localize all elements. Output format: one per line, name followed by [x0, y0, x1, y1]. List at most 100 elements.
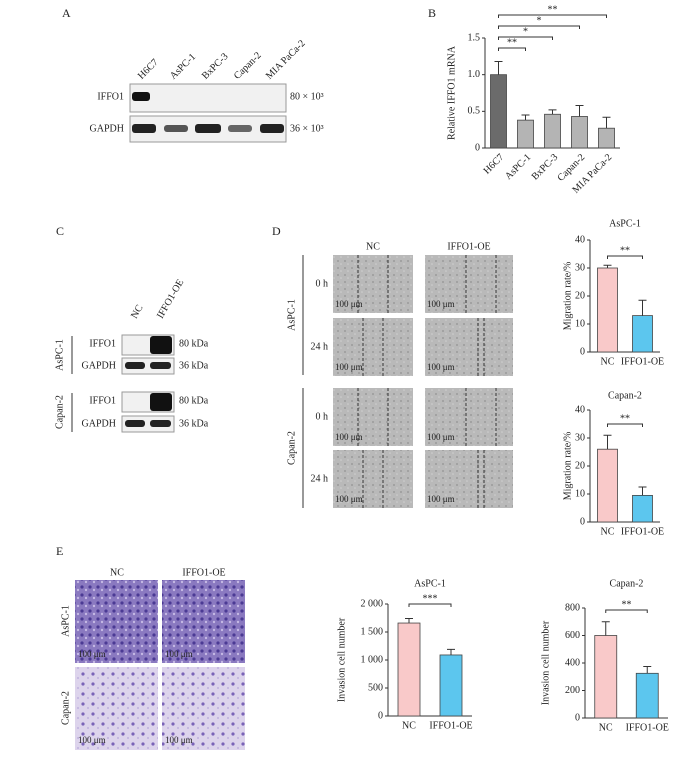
significance-bracket — [607, 423, 643, 427]
significance-label: ** — [622, 599, 632, 610]
time-label: 0 h — [316, 411, 329, 422]
micrograph — [425, 388, 513, 446]
row-label: IFFO1 — [89, 338, 116, 349]
y-tick-label: 0 — [475, 142, 480, 153]
row-label: IFFO1 — [97, 91, 124, 102]
y-tick-label: 10 — [575, 488, 585, 499]
significance-label: ** — [507, 37, 517, 48]
scale-label: 100 μm — [335, 432, 363, 442]
bar — [517, 119, 534, 149]
lane-label: IFFO1-OE — [155, 278, 186, 321]
error-bar — [638, 299, 647, 316]
significance-bracket — [498, 14, 607, 18]
blot-band — [132, 124, 156, 133]
lane-label: BxPC-3 — [200, 51, 231, 82]
scale-label: 100 μm — [335, 494, 363, 504]
x-tick-label: NC — [599, 722, 613, 733]
scale-label: 100 μm — [165, 649, 193, 659]
row-label: GAPDH — [82, 360, 116, 371]
bar — [597, 267, 618, 353]
row-label: GAPDH — [82, 418, 116, 429]
bar — [594, 635, 618, 719]
y-tick-label: 1.5 — [468, 32, 481, 43]
micrograph — [333, 450, 413, 508]
x-tick-label: IFFO1-OE — [621, 526, 664, 537]
scale-label: 100 μm — [335, 299, 363, 309]
size-label: 80 × 10³ — [290, 91, 324, 102]
panel-label: C — [56, 224, 64, 238]
significance-bracket — [498, 36, 553, 40]
blot-band — [125, 362, 145, 369]
micrograph — [75, 667, 158, 750]
error-bar — [602, 116, 611, 129]
bar — [439, 654, 463, 717]
size-label: 36 × 10³ — [290, 123, 324, 134]
x-tick-label: NC — [601, 526, 615, 537]
x-tick-label: IFFO1-OE — [429, 720, 472, 731]
lane-label: Capan-2 — [232, 50, 264, 82]
y-tick-label: 1 000 — [361, 654, 384, 665]
error-bar — [603, 434, 612, 450]
blot-band — [125, 420, 145, 427]
y-tick-label: 0 — [580, 346, 585, 357]
y-axis-label: Migration rate/% — [562, 262, 573, 331]
micrograph — [162, 580, 245, 663]
size-label: 80 kDa — [179, 338, 209, 349]
y-tick-label: 20 — [575, 460, 585, 471]
micrograph — [333, 255, 413, 313]
y-tick-label: 0 — [580, 516, 585, 527]
group-label: Capan-2 — [60, 691, 71, 725]
significance-label: ** — [548, 4, 558, 15]
scale-label: 100 μm — [165, 735, 193, 745]
group-label: AsPC-1 — [54, 339, 65, 371]
blot-band — [150, 393, 172, 411]
y-tick-label: 1 500 — [361, 626, 384, 637]
y-tick-label: 200 — [565, 685, 580, 696]
chart-title: AsPC-1 — [609, 218, 641, 229]
group-label: Capan-2 — [54, 395, 65, 429]
blot-band — [260, 124, 284, 133]
time-label: 0 h — [316, 278, 329, 289]
error-bar — [603, 264, 612, 268]
error-bar — [447, 648, 455, 655]
bar — [598, 127, 615, 149]
y-tick-label: 2 000 — [361, 598, 384, 609]
error-bar — [494, 60, 503, 75]
micrograph — [333, 318, 413, 376]
blot-band — [150, 362, 171, 369]
x-tick-label: NC — [601, 356, 615, 367]
blot-band — [164, 125, 188, 132]
error-bar — [601, 621, 610, 636]
significance-label: ** — [620, 245, 630, 256]
y-tick-label: 800 — [565, 602, 580, 613]
time-label: 24 h — [311, 341, 329, 352]
blot-band — [132, 92, 150, 101]
blot-band — [195, 124, 221, 133]
row-label: GAPDH — [90, 123, 124, 134]
significance-bracket — [498, 25, 580, 29]
significance-bracket — [498, 47, 526, 51]
column-label: NC — [366, 241, 380, 252]
blot-band — [150, 336, 172, 354]
time-label: 24 h — [311, 473, 329, 484]
column-label: IFFO1-OE — [447, 241, 490, 252]
scale-label: 100 μm — [335, 362, 363, 372]
error-bar — [405, 618, 413, 624]
y-tick-label: 500 — [368, 682, 383, 693]
column-label: IFFO1-OE — [182, 567, 225, 578]
panel-label: D — [272, 224, 281, 238]
y-tick-label: 30 — [575, 432, 585, 443]
blot-frame — [129, 83, 287, 113]
size-label: 36 kDa — [179, 418, 209, 429]
y-tick-label: 600 — [565, 630, 580, 641]
x-tick-label: NC — [402, 720, 416, 731]
scale-label: 100 μm — [78, 649, 106, 659]
group-label: AsPC-1 — [286, 299, 297, 331]
micrograph — [162, 667, 245, 750]
y-tick-label: 30 — [575, 262, 585, 273]
error-bar — [521, 114, 530, 121]
y-tick-label: 40 — [575, 404, 585, 415]
bar — [544, 113, 561, 149]
y-tick-label: 20 — [575, 290, 585, 301]
bar — [490, 74, 507, 149]
